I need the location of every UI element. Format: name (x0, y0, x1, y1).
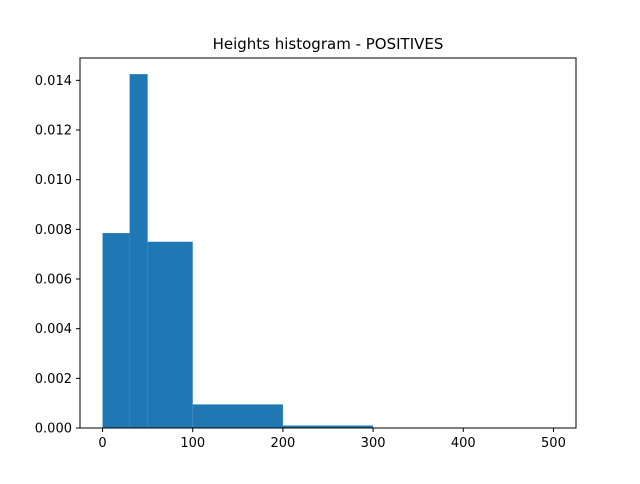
histogram-bar-0 (102, 233, 130, 428)
bars-layer (102, 74, 374, 428)
histogram-bar-4 (282, 425, 374, 428)
chart-title: Heights histogram - POSITIVES (213, 35, 444, 53)
y-tick-label: 0.010 (35, 173, 72, 188)
histogram-bar-2 (147, 241, 193, 428)
y-axis: 0.000 0.002 0.004 0.006 0.008 0.010 0.012 0.014 (35, 74, 80, 437)
y-tick-label: 0.000 (35, 422, 72, 437)
x-tick-label: 200 (270, 436, 295, 451)
y-tick-label: 0.008 (35, 223, 72, 238)
x-tick-label: 300 (361, 436, 386, 451)
x-tick-label: 0 (98, 436, 106, 451)
y-tick-label: 0.002 (35, 372, 72, 387)
y-tick-label: 0.006 (35, 273, 72, 288)
plot-frame (79, 57, 577, 429)
x-tick-label: 400 (451, 436, 476, 451)
y-tick-label: 0.004 (35, 322, 72, 337)
histogram-bar-1 (129, 74, 148, 428)
y-tick-label: 0.012 (35, 124, 72, 139)
x-axis: 0 100 200 300 400 500 (98, 428, 566, 451)
x-tick-label: 100 (180, 436, 205, 451)
x-tick-label: 500 (541, 436, 566, 451)
y-tick-label: 0.014 (35, 74, 72, 89)
histogram-bar-3 (192, 404, 283, 428)
